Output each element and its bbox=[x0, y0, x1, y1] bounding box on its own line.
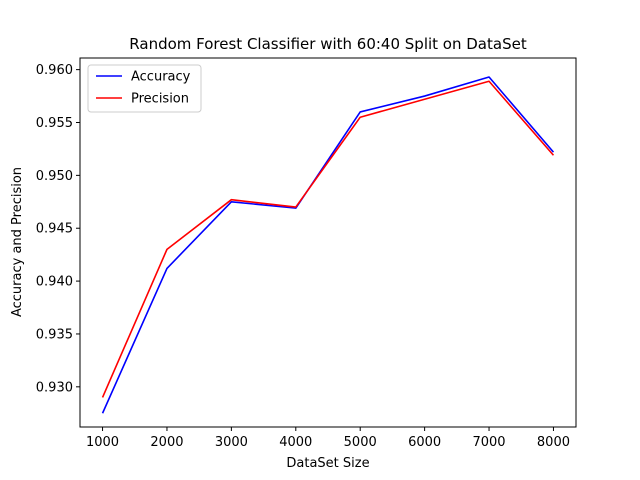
legend-label-accuracy: Accuracy bbox=[131, 70, 191, 85]
x-tick-label: 6000 bbox=[408, 435, 441, 450]
series-line-precision bbox=[101, 80, 555, 398]
y-tick-label: 0.955 bbox=[36, 116, 73, 131]
x-tick-label: 8000 bbox=[537, 435, 570, 450]
series-line-accuracy bbox=[101, 76, 555, 414]
y-axis: 0.930 0.935 0.940 0.945 0.950 0.955 0.960 bbox=[36, 63, 80, 395]
y-tick-label: 0.950 bbox=[36, 169, 73, 184]
x-tick-label: 3000 bbox=[215, 435, 248, 450]
x-tick-label: 2000 bbox=[150, 435, 183, 450]
x-axis-label: DataSet Size bbox=[286, 456, 369, 471]
x-tick-label: 1000 bbox=[86, 435, 119, 450]
legend: Accuracy Precision bbox=[87, 64, 202, 113]
y-tick-label: 0.940 bbox=[36, 275, 73, 290]
chart-title: Random Forest Classifier with 60:40 Spli… bbox=[129, 35, 527, 53]
y-tick-label: 0.945 bbox=[36, 222, 73, 237]
series-layer bbox=[101, 76, 555, 414]
legend-label-precision: Precision bbox=[131, 92, 189, 107]
x-tick-label: 4000 bbox=[279, 435, 312, 450]
x-tick-label: 7000 bbox=[472, 435, 505, 450]
x-tick-label: 5000 bbox=[344, 435, 377, 450]
y-axis-label: Accuracy and Precision bbox=[10, 167, 25, 317]
y-tick-label: 0.930 bbox=[36, 380, 73, 395]
x-axis: 1000 2000 3000 4000 5000 6000 7000 8000 bbox=[86, 427, 570, 450]
y-tick-label: 0.960 bbox=[36, 63, 73, 78]
y-tick-label: 0.935 bbox=[36, 327, 73, 342]
plot-frame bbox=[79, 57, 577, 428]
